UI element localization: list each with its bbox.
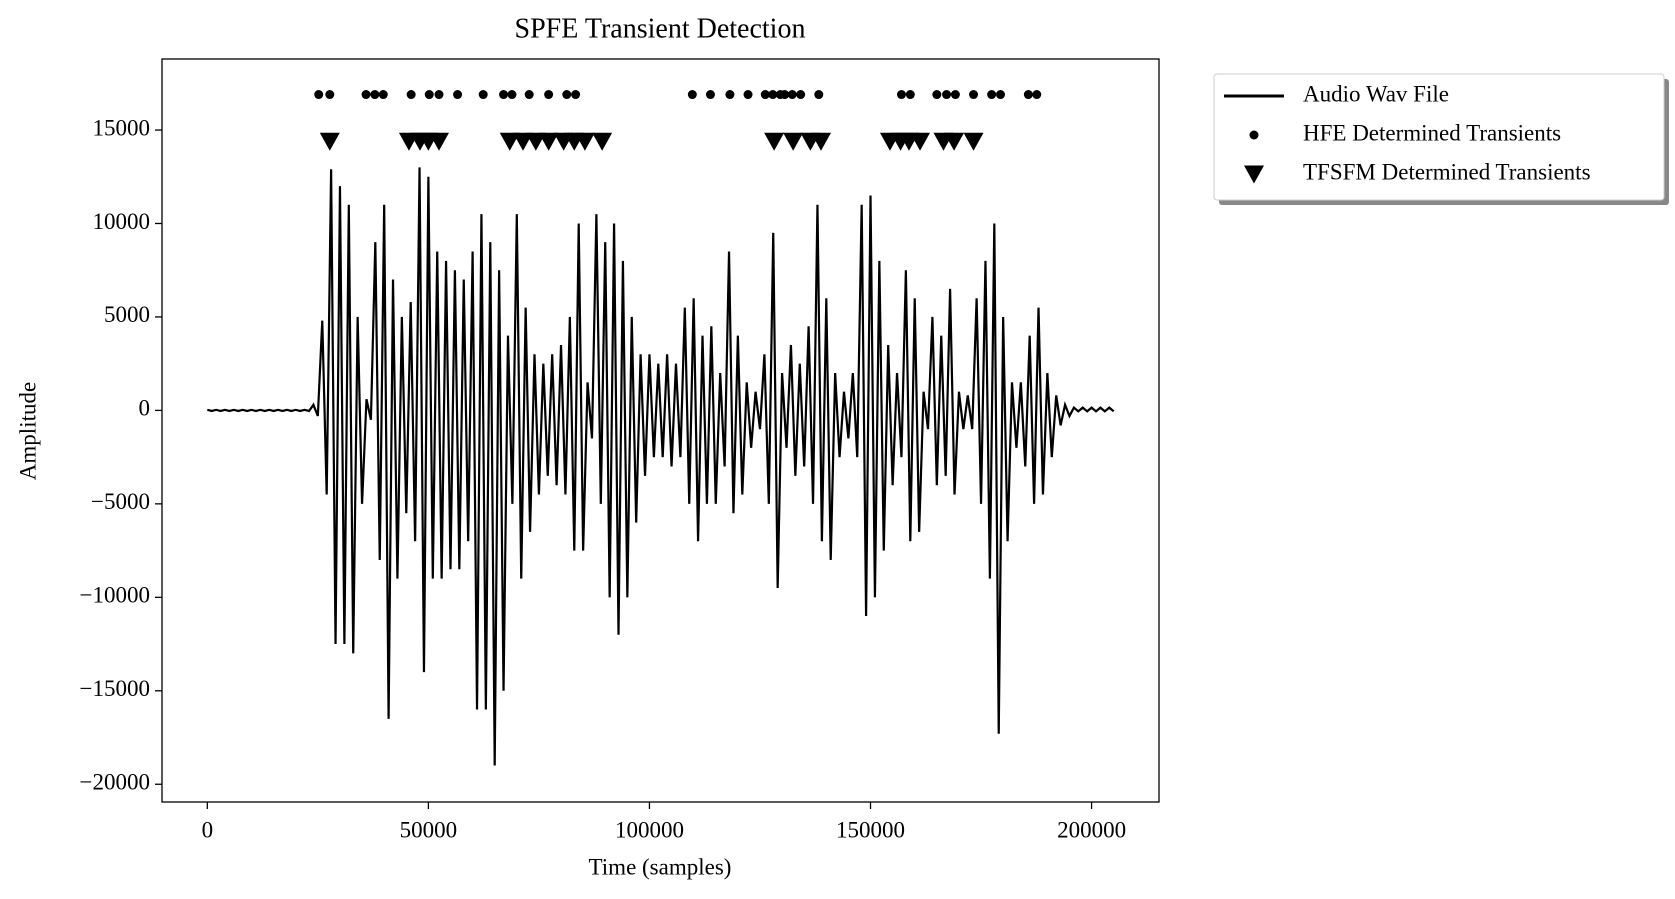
transient-marker: [499, 90, 509, 100]
transient-marker: [453, 90, 463, 100]
transient-marker: [932, 90, 942, 100]
y-tick-label: −15000: [80, 676, 150, 701]
y-tick-label: 0: [139, 396, 151, 421]
transient-marker: [507, 90, 517, 100]
transient-marker: [424, 90, 434, 100]
transient-marker: [434, 90, 444, 100]
transient-marker: [512, 132, 533, 151]
legend-label: TFSFM Determined Transients: [1303, 159, 1591, 184]
transient-marker: [969, 90, 979, 100]
transient-marker: [796, 90, 806, 100]
legend-label: Audio Wav File: [1303, 81, 1449, 106]
transient-marker: [571, 90, 581, 100]
y-tick-label: −20000: [80, 770, 150, 795]
transient-marker: [478, 90, 488, 100]
transient-marker: [499, 132, 520, 151]
transient-marker: [787, 90, 797, 100]
legend-swatch: [1244, 165, 1264, 184]
transient-marker: [525, 132, 546, 151]
transient-marker: [783, 132, 804, 151]
y-tick-label: −10000: [80, 583, 150, 608]
transient-marker: [378, 90, 388, 100]
legend-swatch: [1249, 130, 1259, 140]
transient-marker: [780, 90, 790, 100]
transient-marker: [944, 132, 965, 151]
y-axis-label: Amplitude: [15, 382, 40, 480]
transient-marker: [406, 90, 416, 100]
transient-marker: [524, 90, 534, 100]
transient-marker: [562, 90, 572, 100]
y-tick-label: 10000: [93, 209, 151, 234]
transient-marker: [428, 132, 449, 151]
transient-marker: [810, 132, 831, 151]
transient-marker: [814, 90, 824, 100]
y-tick-label: 15000: [93, 115, 151, 140]
transient-marker: [942, 90, 952, 100]
transient-marker: [319, 132, 340, 151]
transient-marker: [370, 90, 380, 100]
plot-frame: [161, 58, 1160, 803]
transient-marker: [764, 132, 785, 151]
transient-marker: [314, 90, 324, 100]
transient-marker: [538, 132, 559, 151]
transient-marker: [361, 90, 371, 100]
x-tick-label: 100000: [615, 817, 684, 842]
legend-label: HFE Determined Transients: [1303, 120, 1561, 145]
x-tick-label: 50000: [400, 817, 458, 842]
chart-title: SPFE Transient Detection: [515, 13, 806, 44]
y-tick-label: 5000: [104, 302, 150, 327]
transient-marker: [687, 90, 697, 100]
y-tick-label: −5000: [91, 489, 150, 514]
transient-marker: [1023, 90, 1033, 100]
transient-marker: [592, 132, 613, 151]
transient-marker: [325, 90, 335, 100]
x-axis-label: Time (samples): [589, 854, 732, 879]
x-tick-label: 150000: [836, 817, 905, 842]
transient-marker: [987, 90, 997, 100]
transient-marker: [963, 132, 984, 151]
transient-marker: [905, 90, 915, 100]
x-tick-label: 200000: [1057, 817, 1126, 842]
transient-marker: [574, 132, 595, 151]
legend-box: [1213, 73, 1665, 201]
transient-marker: [743, 90, 753, 100]
transient-marker: [705, 90, 715, 100]
x-tick-label: 0: [202, 817, 214, 842]
transient-marker: [910, 132, 931, 151]
transient-marker: [760, 90, 770, 100]
transient-marker: [950, 90, 960, 100]
transient-marker: [725, 90, 735, 100]
transient-marker: [1032, 90, 1042, 100]
transient-marker: [544, 90, 554, 100]
transient-marker: [896, 90, 906, 100]
transient-marker: [995, 90, 1005, 100]
transient-marker: [768, 90, 778, 100]
audio-line: [207, 167, 1115, 766]
